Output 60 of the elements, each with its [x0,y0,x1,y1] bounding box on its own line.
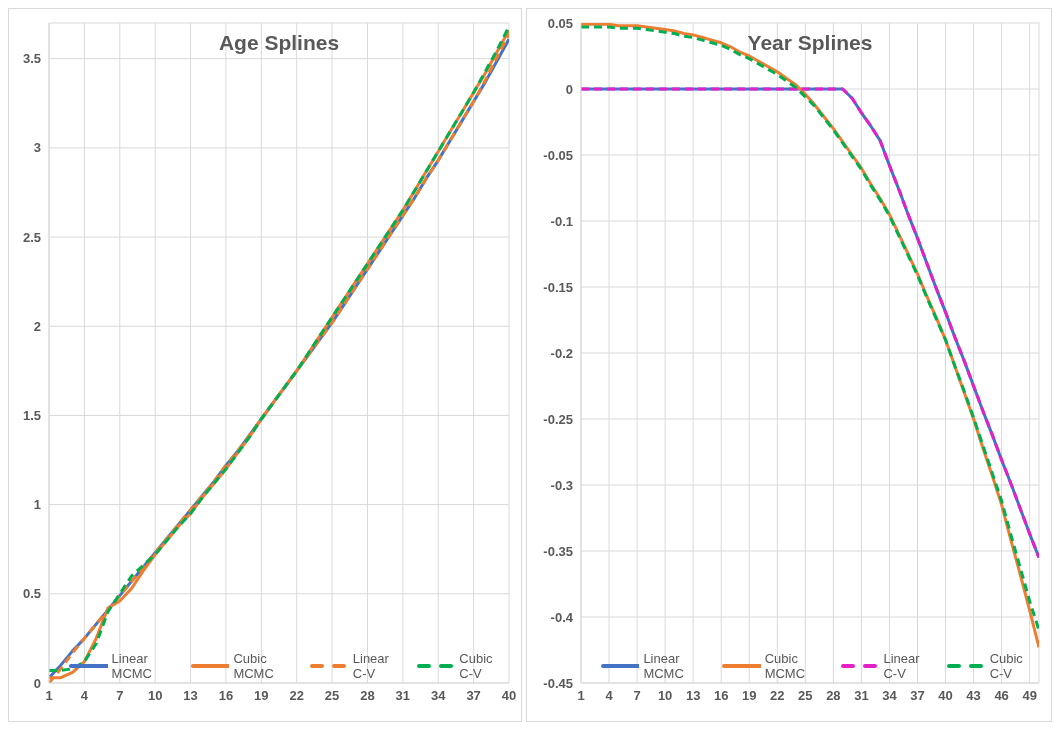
y-tick-label: 3 [33,140,41,156]
x-tick-label: 25 [324,688,340,704]
x-tick-label: 43 [966,688,981,704]
y-tick-label: 0 [33,675,41,691]
y-tick-label: -0.25 [543,411,573,427]
legend-label: Cubic C-V [989,651,1024,681]
x-tick-label: 31 [854,688,869,704]
y-tick-label: -0.3 [550,477,573,493]
x-tick-label: 10 [147,688,163,704]
x-tick-label: 1 [577,688,585,704]
y-tick-label: -0.45 [543,675,573,691]
x-tick-label: 13 [183,688,198,704]
legend-label: Linear C-V [883,651,921,681]
y-tick-label: 1.5 [22,408,41,424]
x-tick-label: 4 [605,688,614,704]
y-tick-label: -0.2 [550,345,573,361]
chart-title: Year Splines [746,31,874,55]
y-tick-label: -0.1 [550,213,573,229]
x-tick-label: 19 [254,688,269,704]
x-tick-label: 40 [501,688,517,704]
legend-label: Cubic MCMC [233,651,275,681]
x-tick-label: 1 [45,688,53,704]
y-tick-label: 2.5 [22,229,41,245]
y-tick-label: -0.05 [543,147,573,163]
legend-label: Cubic C-V [459,651,494,681]
x-tick-label: 16 [218,688,234,704]
x-tick-label: 4 [80,688,89,704]
x-tick-label: 10 [657,688,673,704]
y-tick-label: 0.05 [547,15,573,31]
x-tick-label: 31 [395,688,411,704]
y-tick-label: -0.35 [543,543,573,559]
x-tick-label: 37 [910,688,925,704]
y-tick-label: -0.15 [543,279,573,295]
legend-label: Linear C-V [352,651,390,681]
x-tick-label: 34 [882,688,898,704]
x-tick-label: 37 [466,688,481,704]
y-tick-label: 2 [33,318,41,334]
y-tick-label: 0.5 [22,586,41,602]
legend-label: Linear MCMC [111,651,153,681]
legend-label: Cubic MCMC [764,651,807,681]
x-tick-label: 28 [826,688,841,704]
y-tick-label: 0 [565,81,573,97]
x-tick-label: 40 [938,688,953,704]
x-tick-label: 28 [360,688,375,704]
x-tick-label: 46 [994,688,1009,704]
x-tick-label: 25 [798,688,813,704]
x-tick-label: 34 [431,688,447,704]
y-tick-label: 3.5 [22,51,41,67]
x-tick-label: 49 [1022,688,1037,704]
x-tick-label: 16 [713,688,729,704]
x-tick-label: 7 [116,688,124,704]
x-tick-label: 7 [633,688,641,704]
y-tick-label: -0.4 [550,609,574,625]
x-tick-label: 19 [742,688,757,704]
x-tick-label: 22 [770,688,785,704]
x-tick-label: 22 [289,688,304,704]
y-tick-label: 1 [33,497,41,513]
x-tick-label: 13 [685,688,701,704]
legend-label: Linear MCMC [643,651,685,681]
chart-title: Age Splines [217,31,341,55]
